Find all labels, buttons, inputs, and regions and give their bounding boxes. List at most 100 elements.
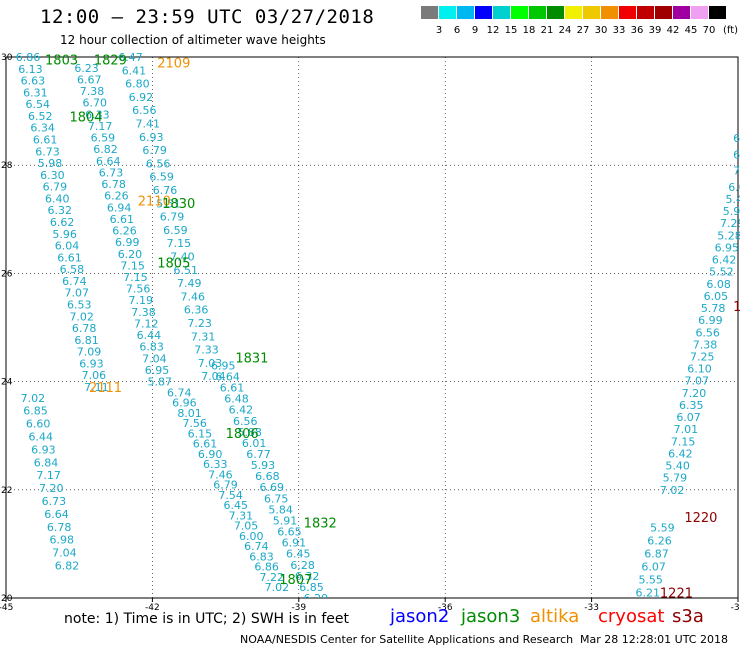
scale-swatch <box>511 6 528 19</box>
wave-height-value: 6.45 <box>224 499 249 512</box>
wave-height-value: 6.53 <box>67 299 92 312</box>
wave-height-value: 6.73 <box>35 145 60 158</box>
wave-height-value: 7.33 <box>194 344 219 357</box>
scale-label: 45 <box>684 25 698 36</box>
wave-height-value: 6.44 <box>137 329 162 342</box>
wave-height-value: 6.60 <box>26 418 51 431</box>
wave-height-value: 6.86 <box>16 51 41 64</box>
wave-height-value: 7.07 <box>685 375 710 388</box>
wave-height-value: 6.33 <box>85 108 110 121</box>
scale-label: 70 <box>702 25 716 36</box>
scale-label: 9 <box>471 25 479 36</box>
wave-height-value: 6.26 <box>104 190 128 203</box>
wave-height-value: 6.56 <box>233 415 258 428</box>
wave-height-value: 6.82 <box>93 143 118 156</box>
wave-height-value: 6.42 <box>712 254 737 267</box>
wave-height-value: 6.99 <box>698 314 723 327</box>
wave-height-value: 6.61 <box>193 438 218 451</box>
wave-height-value: 6.23 <box>74 62 99 75</box>
scale-label: 18 <box>522 25 536 36</box>
scale-label: 27 <box>576 25 590 36</box>
wave-height-value: 6.62 <box>50 216 75 229</box>
wave-height-value: 5.87 <box>148 376 173 389</box>
wave-height-value: 6.79 <box>213 479 238 492</box>
wave-height-value: 7.04 <box>52 547 76 560</box>
wave-height-value: 6.44 <box>29 431 54 444</box>
y-tick-label: 22 <box>1 486 12 496</box>
scale-swatch <box>475 6 492 19</box>
wave-height-value: 6.32 <box>47 204 71 217</box>
pass-label: 1804 <box>69 111 102 126</box>
wave-height-value: 6.69 <box>260 481 285 494</box>
legend-cryosat: cryosat <box>598 606 665 627</box>
wave-height-value: 7.11 <box>84 381 109 394</box>
wave-height-value: 7.15 <box>120 259 145 272</box>
wave-height-value: 7.54 <box>218 489 243 502</box>
wave-height-value: 6.10 <box>687 363 712 376</box>
wave-height-value: 6.0 <box>728 181 740 194</box>
wave-height-value: 6.61 <box>220 382 245 395</box>
wave-height-value: 7.56 <box>182 417 207 430</box>
scale-label: 15 <box>504 25 518 36</box>
wave-height-value: 5.28 <box>717 229 740 242</box>
scale-swatch <box>673 6 690 19</box>
scale-swatch <box>601 6 618 19</box>
wave-height-value: 6.68 <box>255 470 279 483</box>
wave-height-value: 7.01 <box>674 423 699 436</box>
wave-height-value: 6.86 <box>254 561 279 574</box>
wave-height-value: 6.41 <box>122 64 146 77</box>
wave-height-value: 6.07 <box>641 561 666 574</box>
wave-height-value: 7.46 <box>208 468 233 481</box>
scale-swatch <box>583 6 600 19</box>
map-frame <box>5 56 739 599</box>
wave-height-value: 6.84 <box>34 456 59 469</box>
wave-height-value: 6.92 <box>129 91 154 104</box>
wave-height-value: 7.17 <box>88 120 113 133</box>
scale-unit-label: (ft) <box>723 25 739 36</box>
pass-label: 1829 <box>94 54 127 69</box>
scale-swatch <box>547 6 564 19</box>
wave-height-value: 6.73 <box>99 166 124 179</box>
wave-height-value: 8.01 <box>177 407 202 420</box>
wave-height-value: 6.93 <box>139 131 164 144</box>
wave-height-value: 6.56 <box>695 326 720 339</box>
track-layer: 6.866.136.636.316.546.526.346.616.735.98… <box>16 51 740 598</box>
wave-height-value: 7.56 <box>126 283 151 296</box>
wave-height-value: 7. <box>733 165 740 178</box>
wave-height-value: 6.81 <box>74 334 99 347</box>
wave-height-value: 7.38 <box>693 338 718 351</box>
wave-height-value: 6.78 <box>47 521 72 534</box>
wave-height-value: 7.20 <box>682 387 707 400</box>
pass-label: 1830 <box>162 197 195 212</box>
wave-height-value: 6.79 <box>160 211 185 224</box>
scale-label: 42 <box>666 25 680 36</box>
wave-height-value: 7.40 <box>170 250 195 263</box>
pass-label: 1806 <box>226 427 259 442</box>
wave-height-value: 5.4 <box>726 193 740 206</box>
y-tick-label: 28 <box>1 161 13 171</box>
pass-label: 13 <box>733 300 740 315</box>
wave-height-value: 6.74 <box>62 275 86 288</box>
wave-height-value: 6.00 <box>239 530 264 543</box>
wave-height-value: 6.90 <box>198 448 223 461</box>
wave-height-value: 6.77 <box>246 448 271 461</box>
x-tick-label: -30 <box>731 603 740 613</box>
wave-height-value: 7.20 <box>39 482 64 495</box>
x-tick-label: -45 <box>0 603 13 613</box>
wave-height-value: 5.91 <box>273 514 298 527</box>
pass-label: 1803 <box>45 54 78 69</box>
wave-height-value: 6.47 <box>118 51 142 64</box>
wave-height-value: 7.15 <box>167 237 192 250</box>
pass-label: 1220 <box>684 511 717 526</box>
wave-height-value: 7.31 <box>229 509 254 522</box>
scale-label: 12 <box>486 25 500 36</box>
wave-height-value: 6.04 <box>55 240 80 253</box>
wave-height-value: 5.93 <box>251 459 276 472</box>
pass-label: 1805 <box>157 257 190 272</box>
wave-height-value: 6.54 <box>26 98 51 111</box>
wave-height-value: 5.96 <box>52 228 77 241</box>
wave-height-value: 6.70 <box>82 97 107 110</box>
x-tick-label: -39 <box>291 603 306 613</box>
y-tick-label: 26 <box>1 269 13 279</box>
